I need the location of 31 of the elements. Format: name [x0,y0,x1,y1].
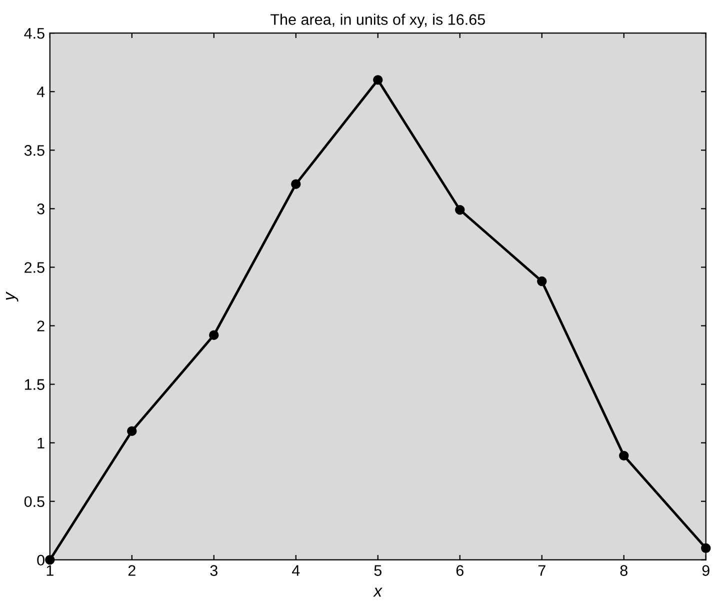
point [537,276,547,286]
point [209,330,219,340]
y-tick-label: 1 [38,438,44,448]
y-tick-label: 2 [37,320,44,332]
y-tick-label: 3 [37,204,44,214]
point [373,75,383,85]
x-tick-label: 1 [46,565,54,576]
y-tick-label: 3.5 [24,145,44,156]
x-tick-label: 3 [210,565,218,576]
point [619,450,629,461]
point [127,426,137,436]
point [45,555,55,565]
point [291,179,301,189]
y-tick-label: 2.5 [24,262,44,273]
x-tick-label: 8 [620,565,628,576]
y-tick-label: 4.5 [24,28,44,39]
x-tick-label: 5 [374,565,382,576]
y-axis-title: y [6,291,18,302]
x-tick-label: 4 [292,565,300,576]
x-tick-label: 2 [128,565,136,576]
x-tick-label: 6 [456,565,464,576]
point [701,543,711,554]
x-axis-title: x [373,588,383,597]
x-tick-label: 7 [538,565,546,576]
x-tick-label: 9 [702,565,710,576]
y-tick-label: 1.5 [24,379,44,390]
chart-title: The area, in units of xy, is 16.65 [270,14,485,28]
y-tick-label: 4 [36,86,45,98]
y-tick-label: 0.5 [24,496,44,508]
y-tick-label: 0 [37,554,44,566]
point [455,205,465,215]
